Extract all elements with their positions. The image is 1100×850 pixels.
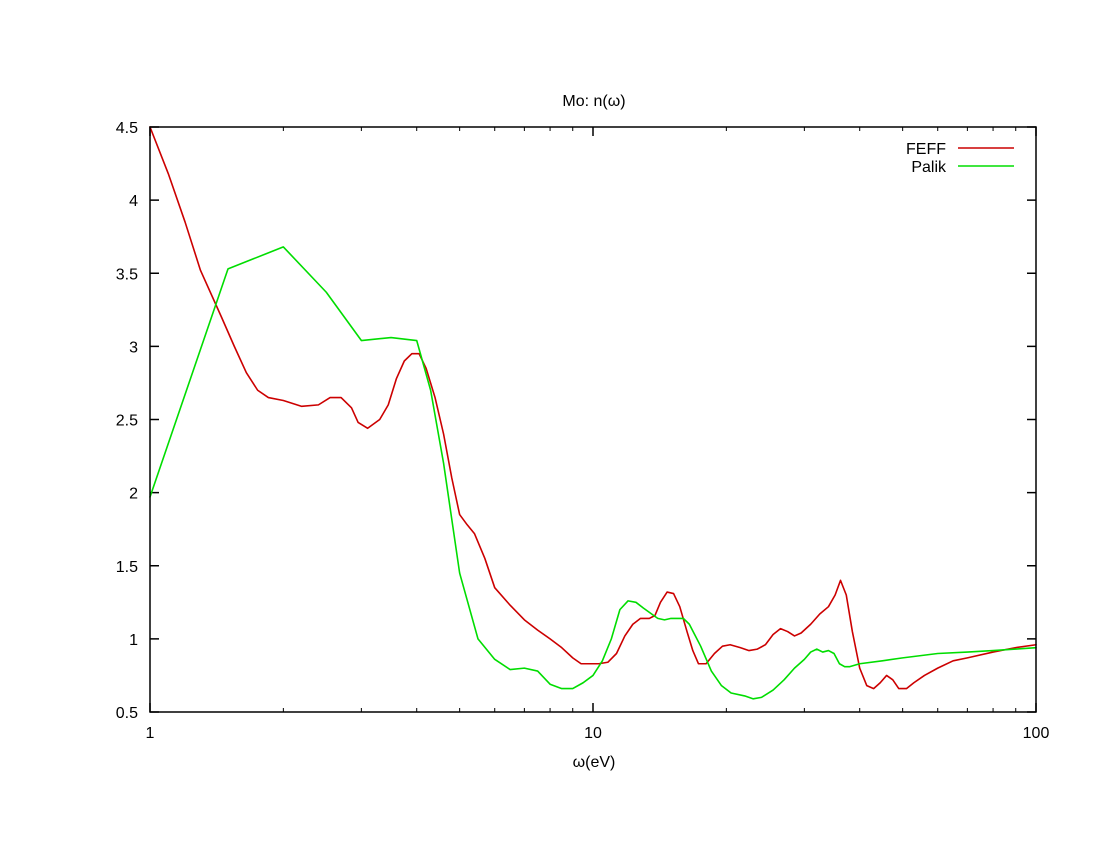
y-tick-label: 2.5 <box>116 413 138 430</box>
legend-label-palik: Palik <box>911 159 947 176</box>
y-tick-label: 3 <box>129 339 138 356</box>
y-tick-label: 1.5 <box>116 559 138 576</box>
y-tick-label: 0.5 <box>116 705 138 722</box>
legend-label-feff: FEFF <box>906 141 946 158</box>
series-line-palik <box>149 246 1037 700</box>
series-line-feff <box>149 126 1037 690</box>
x-tick-label: 10 <box>584 725 602 742</box>
series-layer <box>149 126 1037 700</box>
x-tick-label: 1 <box>146 725 155 742</box>
plot-frame <box>149 126 1037 713</box>
y-tick-label: 3.5 <box>116 266 138 283</box>
x-tick-label: 100 <box>1023 725 1050 742</box>
y-tick-label: 4.5 <box>116 120 138 137</box>
y-tick-label: 4 <box>129 193 138 210</box>
y-tick-label: 1 <box>129 632 138 649</box>
x-axis-title: ω(eV) <box>573 754 616 771</box>
axis-ticks: 0.5 1 1.5 2 2.5 3 3.5 4 4.5 1 10 100 <box>116 120 1050 742</box>
chart-title: Mo: n(ω) <box>562 93 625 110</box>
y-tick-label: 2 <box>129 486 138 503</box>
